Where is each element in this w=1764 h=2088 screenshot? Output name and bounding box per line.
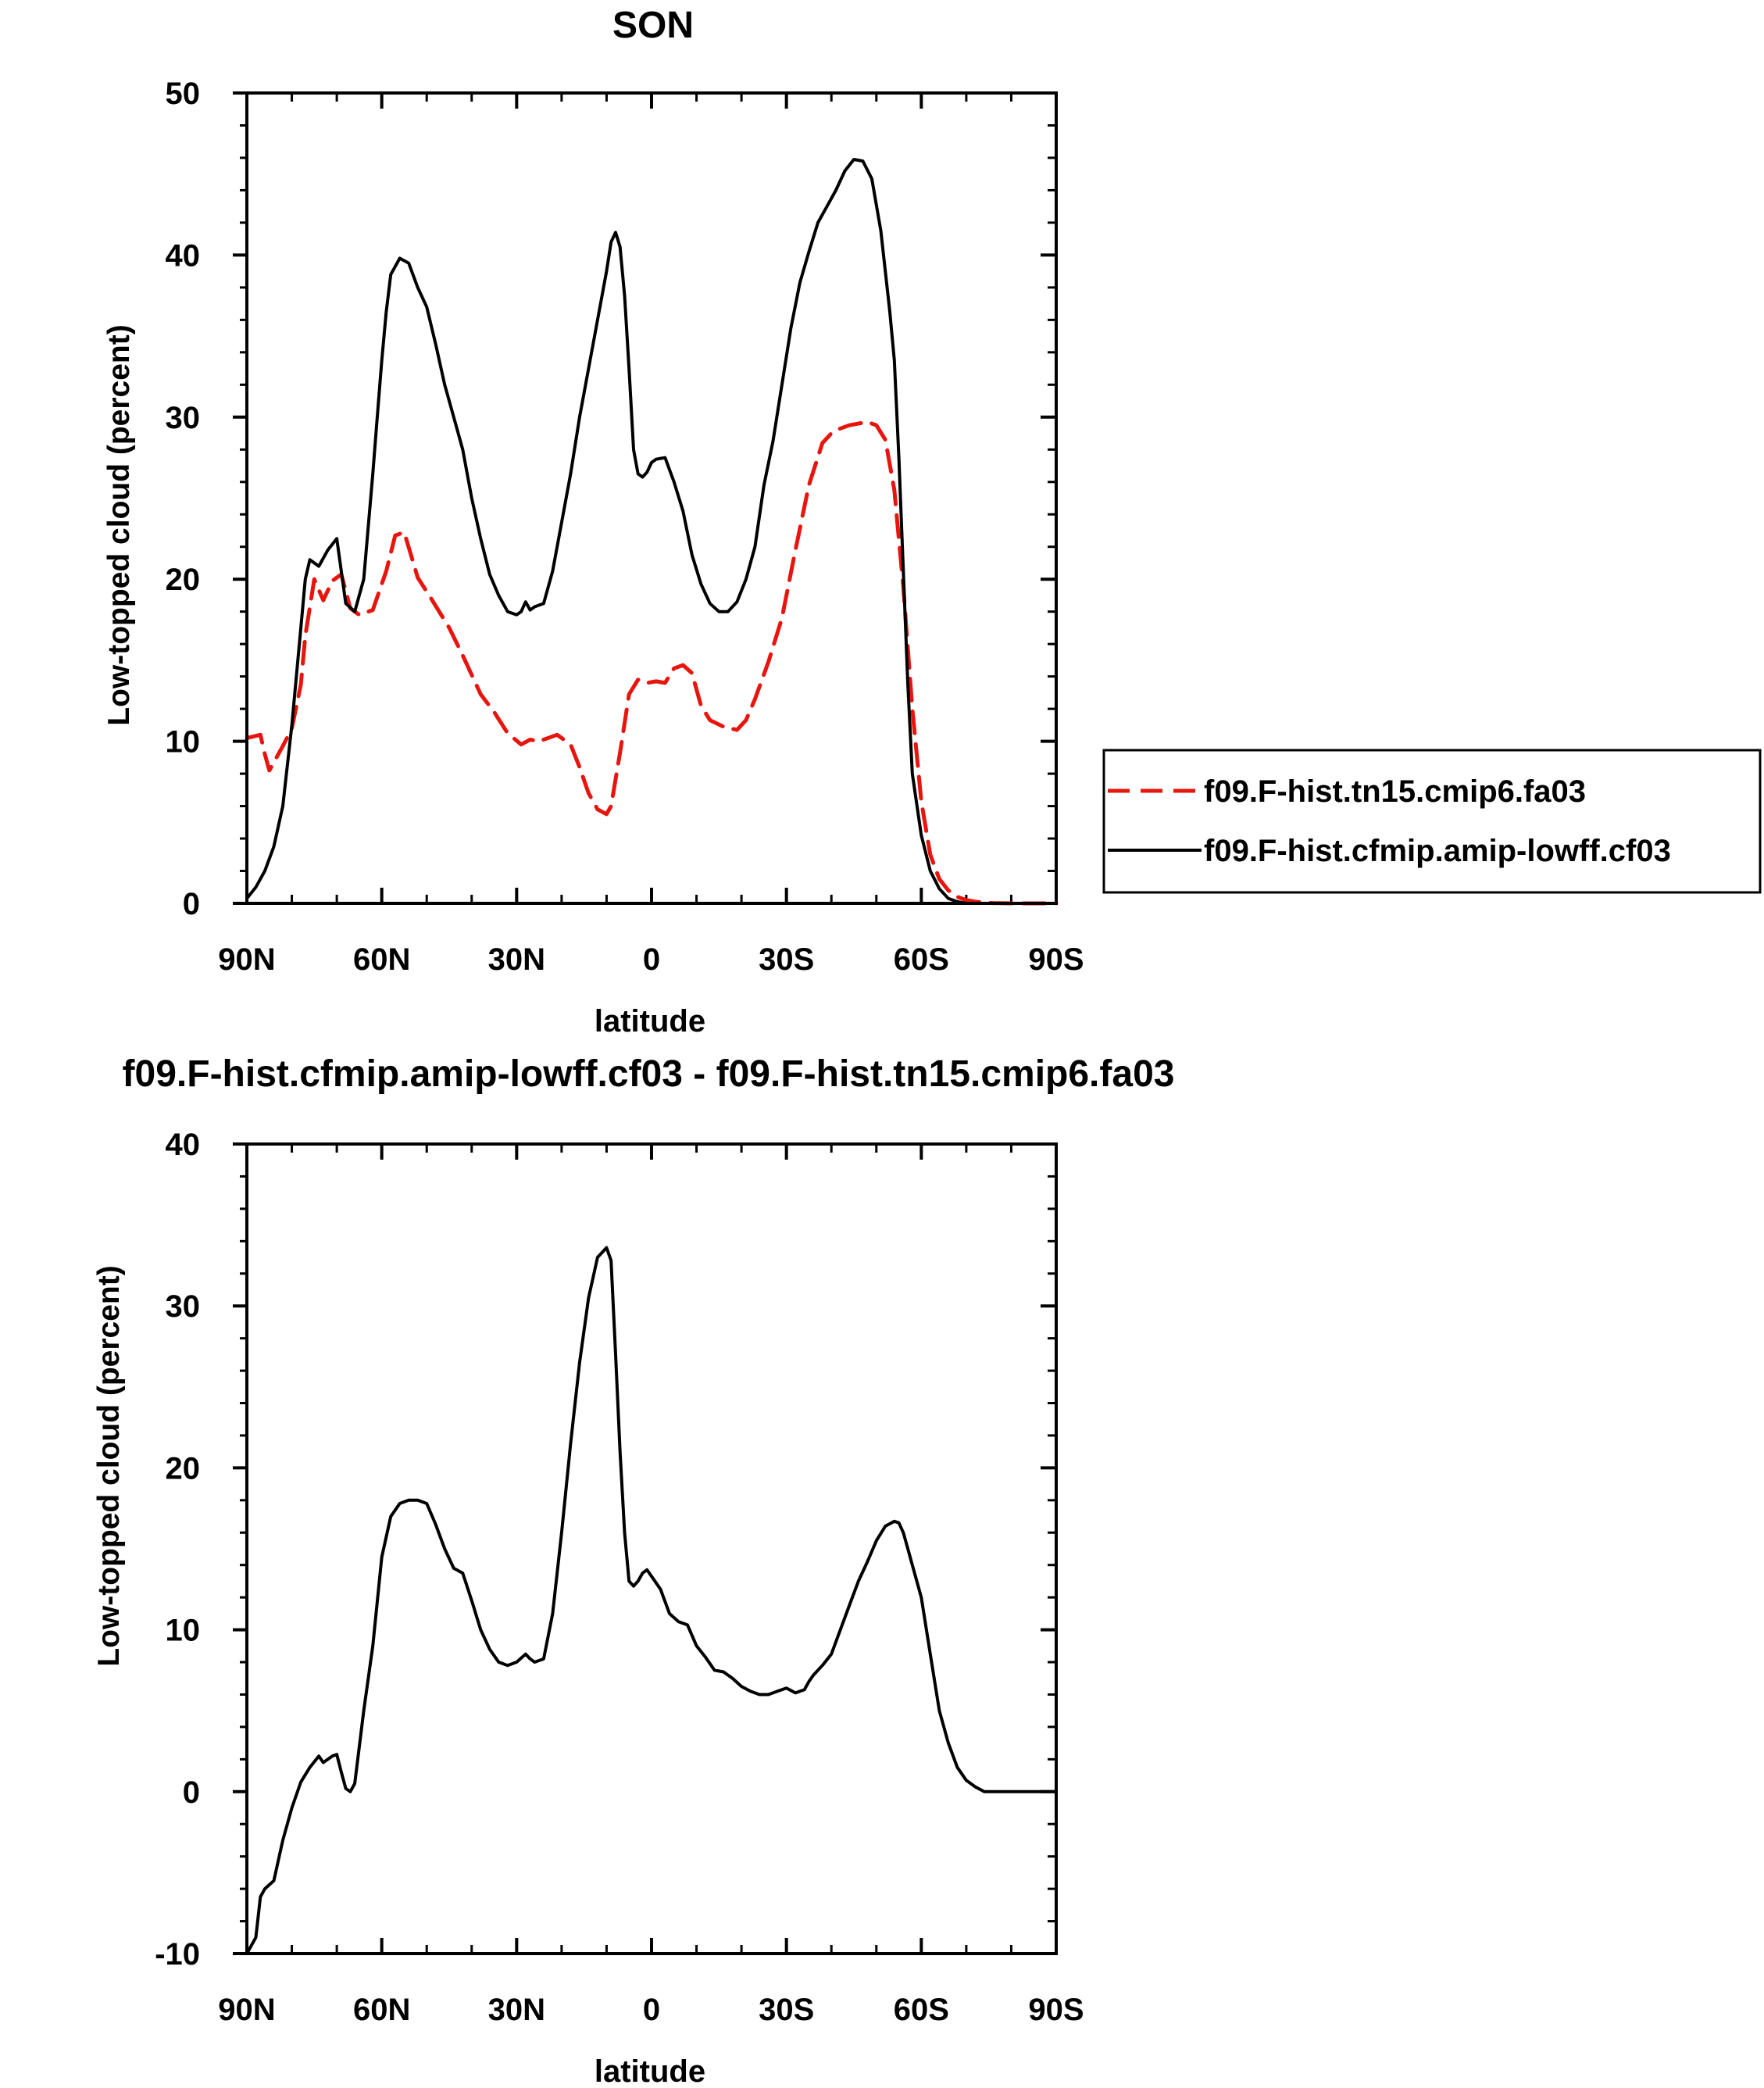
y-tick-label: 20 [166,1451,201,1486]
x-tick-label: 60N [353,1993,410,2027]
top-panel-title: SON [612,5,694,46]
top-panel: SON Low-topped cloud (percent) latitude … [102,5,1762,1039]
top-panel-x-axis-label: latitude [595,1004,705,1039]
bottom-panel: f09.F-hist.cfmip.amip-lowff.cf03 - f09.F… [92,1053,1174,2088]
legend-entry-fa03: f09.F-hist.tn15.cmip6.fa03 [1204,774,1586,809]
legend-entry-cf03: f09.F-hist.cfmip.amip-lowff.cf03 [1204,834,1671,868]
top-panel-ticks: 90N 60N 30N 0 30S 60S 90S 0 10 20 30 40 50 [166,77,1084,977]
y-tick-label: -10 [155,1937,200,1972]
y-tick-label: 0 [183,887,200,921]
y-tick-label: 10 [166,1614,201,1648]
bottom-panel-series [245,1246,1058,1955]
y-tick-label: 30 [166,401,201,435]
y-tick-label: 20 [166,563,201,597]
top-panel-series-line-solid-black [245,158,1058,905]
bottom-panel-x-axis-label: latitude [595,2054,705,2088]
x-tick-label: 0 [643,1993,660,2027]
x-tick-label: 90S [1028,942,1084,977]
y-tick-label: 30 [166,1289,201,1324]
x-tick-label: 90N [218,1993,275,2027]
top-panel-plot-frame [245,91,1058,905]
x-tick-label: 60S [894,1993,949,2027]
x-tick-label: 60N [353,942,410,977]
y-tick-label: 40 [166,238,201,273]
legend: f09.F-hist.tn15.cmip6.fa03 f09.F-hist.cf… [1102,749,1762,894]
x-tick-label: 0 [643,942,660,977]
x-tick-label: 30N [488,942,545,977]
x-tick-label: 90N [218,942,275,977]
bottom-panel-plot-frame [245,1142,1058,1955]
bottom-panel-series-line-solid-black [245,1246,1058,1955]
y-tick-label: 0 [183,1775,200,1810]
y-tick-label: 40 [166,1128,201,1162]
x-tick-label: 60S [894,942,949,977]
top-panel-series-line-dashed-red [245,420,1059,906]
x-tick-label: 90S [1028,1993,1084,2027]
bottom-panel-ticks: 90N 60N 30N 0 30S 60S 90S -10 0 10 20 30 40 [155,1128,1084,2027]
x-tick-label: 30N [488,1993,545,2027]
top-panel-series [245,158,1059,906]
x-tick-label: 30S [759,1993,814,2027]
top-panel-y-axis-label: Low-topped cloud (percent) [102,324,136,725]
y-tick-label: 50 [166,77,201,111]
bottom-panel-title: f09.F-hist.cfmip.amip-lowff.cf03 - f09.F… [123,1053,1175,1095]
y-tick-label: 10 [166,725,201,760]
x-tick-label: 30S [759,942,814,977]
legend-box [1102,749,1762,894]
bottom-panel-y-axis-label: Low-topped cloud (percent) [92,1265,126,1666]
